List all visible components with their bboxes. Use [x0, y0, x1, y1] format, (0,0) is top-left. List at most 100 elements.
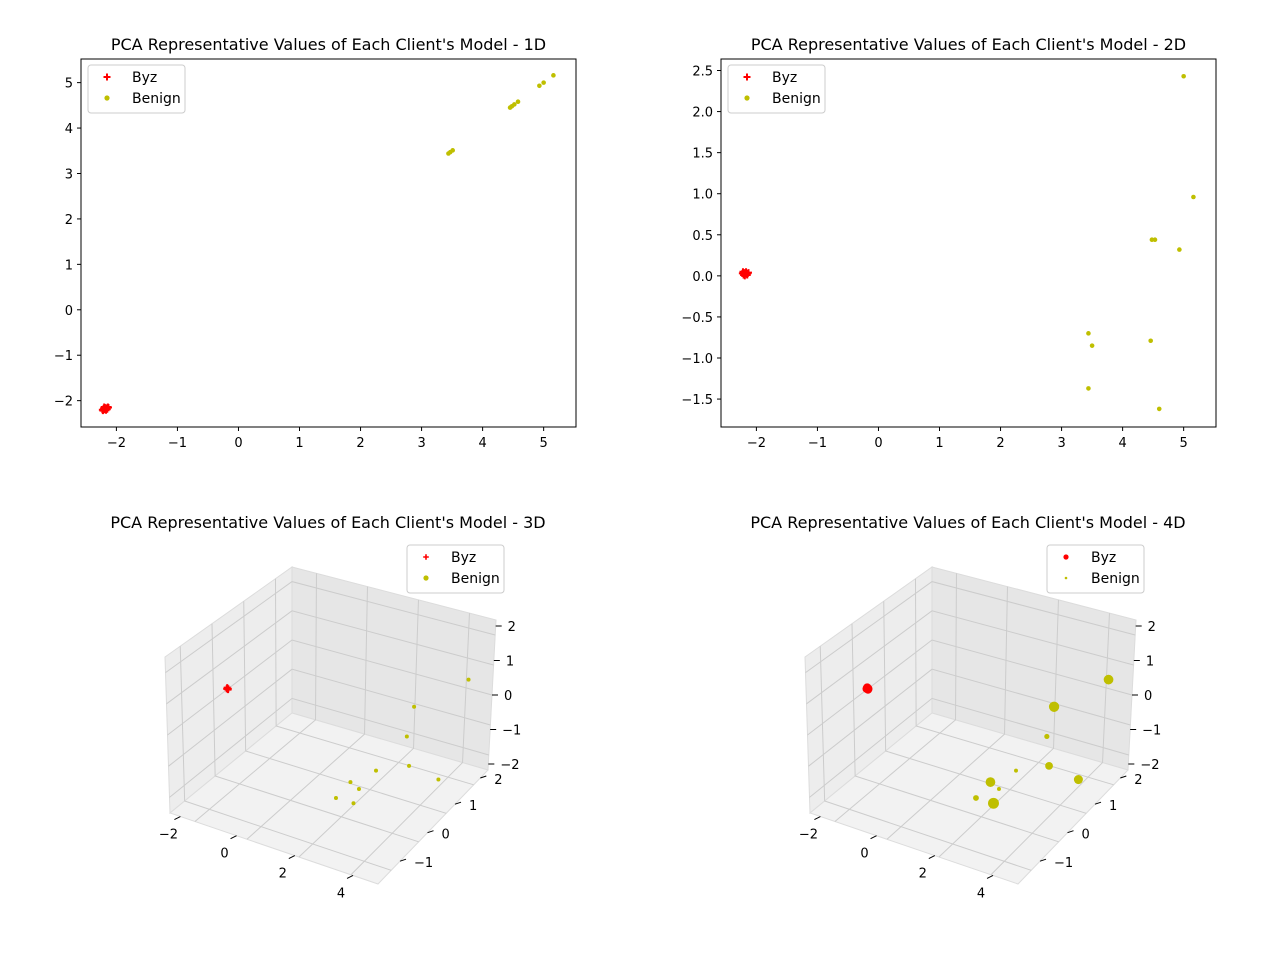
y-tick-label: 2: [1134, 773, 1142, 788]
y-tick: [399, 858, 407, 862]
data-point: [1177, 247, 1182, 252]
grid-line: [168, 668, 491, 767]
legend-marker-benign: [423, 575, 429, 581]
x-tick-label: 0: [234, 436, 242, 451]
data-point: [1156, 406, 1162, 412]
legend-label-byz: Byz: [772, 70, 797, 86]
y-tick-label: −1: [54, 349, 73, 364]
data-point: [450, 148, 456, 153]
y-tick: [1067, 830, 1074, 834]
data-point: [1045, 761, 1053, 770]
x-tick-label: 0: [874, 436, 882, 451]
z-tick-label: −2: [1140, 758, 1159, 773]
x-tick-label: −2: [159, 828, 178, 843]
grid-line: [169, 697, 489, 798]
data-point: [356, 786, 361, 791]
series-byz: [223, 684, 232, 694]
data-point: [466, 677, 471, 682]
y-tick-label: −1.0: [681, 352, 713, 367]
data-point: [512, 102, 517, 107]
legend-frame: [87, 64, 186, 114]
legend-label-benign: Benign: [1091, 571, 1140, 587]
z-tick-label: 0: [1144, 689, 1152, 704]
data-point: [551, 73, 556, 78]
series-byz: [862, 683, 873, 694]
y-tick-label: 0: [65, 304, 73, 319]
grid-line: [194, 573, 317, 822]
data-point: [973, 795, 979, 801]
x-tick-label: −1: [168, 436, 187, 451]
y-tick-label: 1: [1109, 799, 1117, 814]
legend-label-benign: Benign: [772, 91, 821, 107]
z-tick-label: 0: [504, 689, 512, 704]
x-tick: [928, 855, 936, 860]
legend-frame: [1046, 544, 1145, 594]
legend-label-byz: Byz: [132, 70, 157, 86]
data-point: [1148, 338, 1153, 344]
x-tick-label: 4: [337, 886, 345, 901]
x-tick-label: 2: [279, 867, 287, 882]
legend: Byz Benign: [1046, 544, 1145, 594]
x-tick-label: 2: [356, 436, 364, 451]
y-tick-label: 0: [1082, 828, 1090, 843]
x-tick-label: 3: [417, 436, 425, 451]
data-point: [537, 83, 542, 89]
legend-label-byz: Byz: [1091, 550, 1116, 566]
grid-line: [819, 646, 1032, 871]
x-tick-label: 2: [996, 436, 1004, 451]
legend-marker-byz: [103, 73, 111, 81]
data-point: [436, 777, 441, 782]
x-tick-label: 5: [1180, 436, 1188, 451]
data-point: [407, 763, 412, 768]
series-byz: [738, 268, 752, 280]
data-point: [1086, 331, 1091, 336]
grid-line: [165, 581, 496, 674]
data-point: [351, 801, 356, 806]
y-tick-label: 4: [65, 122, 73, 137]
grid-line: [990, 613, 1110, 876]
y-tick-label: −2: [54, 395, 73, 410]
z-tick-label: −1: [1142, 724, 1161, 739]
legend: Byz Benign: [727, 64, 826, 114]
data-point: [744, 269, 752, 277]
y-tick-label: 0.0: [692, 270, 713, 285]
x-tick-label: 5: [540, 436, 548, 451]
subplot-1: PCA Representative Values of Each Client…: [54, 35, 577, 451]
x-tick: [346, 875, 354, 879]
data-point: [541, 80, 546, 85]
y-tick-label: 0.5: [692, 229, 713, 244]
data-point: [1103, 674, 1114, 685]
grid-line: [809, 697, 1129, 798]
grid-line: [243, 601, 447, 814]
series-benign: [973, 674, 1114, 809]
legend-marker-benign: [104, 95, 110, 101]
x-tick-label: 4: [478, 436, 486, 451]
grid-line: [938, 599, 1059, 858]
grid-line: [805, 581, 1136, 674]
series-benign: [333, 677, 471, 806]
subplot-2: PCA Representative Values of Each Client…: [681, 35, 1217, 451]
x-tick: [870, 835, 877, 840]
z-tick-label: 1: [1146, 655, 1154, 670]
legend-marker-benign: [744, 95, 750, 101]
x-tick-label: 0: [860, 847, 868, 862]
chart-title: PCA Representative Values of Each Client…: [111, 35, 546, 54]
z-tick-label: 2: [1148, 620, 1156, 635]
x-tick-label: −2: [747, 436, 766, 451]
legend-marker-benign: [1064, 576, 1068, 580]
grid-line: [350, 613, 470, 876]
x-tick-label: 2: [919, 867, 927, 882]
series-benign: [1086, 73, 1196, 412]
grid-line: [298, 599, 419, 858]
chart-title: PCA Representative Values of Each Client…: [751, 35, 1186, 54]
x-tick-label: 4: [977, 886, 985, 901]
subplot-3: PCA Representative Values of Each Client…: [110, 513, 545, 901]
data-point: [1073, 775, 1083, 785]
data-point: [988, 797, 999, 809]
y-tick-label: −1: [1054, 856, 1073, 871]
y-tick-label: 1: [469, 799, 477, 814]
pane-floor: [168, 712, 489, 885]
data-point: [515, 99, 521, 105]
